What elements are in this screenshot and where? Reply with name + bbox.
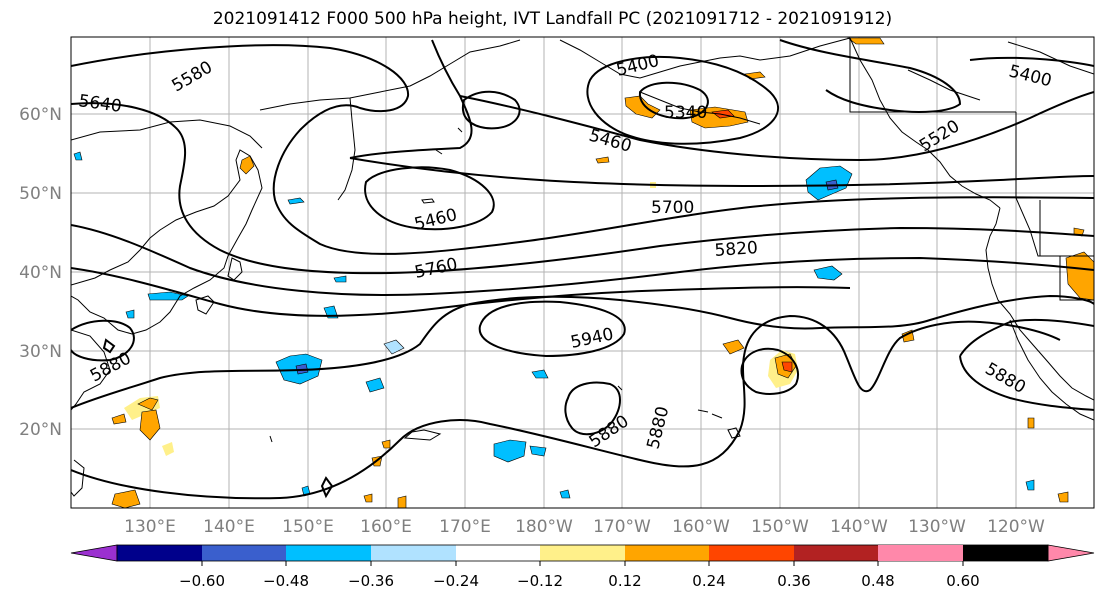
colorbar-segment — [963, 545, 1048, 561]
colorbar-segment — [540, 545, 625, 561]
contour-label: 5820 — [714, 238, 759, 261]
colorbar-segment — [878, 545, 963, 561]
colorbar-extend-right — [1047, 544, 1095, 562]
longitude-labels: 130°E 140°E 150°E 160°E 170°E 180°W 170°… — [124, 517, 1045, 537]
lat-label: 40°N — [19, 263, 62, 283]
lon-label: 140°W — [830, 517, 888, 537]
colorbar-segment — [456, 545, 540, 561]
colorbar-label: 0.36 — [777, 572, 810, 590]
height-contours — [71, 39, 1094, 500]
lon-label: 130°W — [908, 517, 966, 537]
lat-label: 60°N — [19, 105, 62, 125]
lon-label: 140°E — [203, 517, 255, 537]
ivt-negative-patches — [73, 151, 1035, 499]
lon-label: 150°W — [751, 517, 809, 537]
colorbar-segment — [625, 545, 709, 561]
coastlines — [71, 37, 1094, 497]
colorbar-segment — [286, 545, 371, 561]
colorbar-segment — [371, 545, 456, 561]
lon-label: 160°W — [672, 517, 730, 537]
colorbar-label: 0.48 — [861, 572, 894, 590]
lon-label: 120°W — [987, 517, 1045, 537]
lat-label: 50°N — [19, 184, 62, 204]
lat-label: 20°N — [19, 420, 62, 440]
colorbar-extend-left — [70, 544, 118, 562]
map-title: 2021091412 F000 500 hPa height, IVT Land… — [212, 9, 893, 29]
colorbar-label: −0.60 — [179, 572, 225, 590]
lon-label: 150°E — [282, 517, 334, 537]
colorbar-label: 0.12 — [608, 572, 641, 590]
map-frame — [70, 36, 1095, 509]
contour-label: 5340 — [664, 103, 707, 123]
colorbar-ticks — [201, 561, 964, 566]
lat-label: 30°N — [19, 342, 62, 362]
ivt-positive-patches — [111, 37, 1094, 508]
contour-label: 5700 — [651, 198, 694, 218]
colorbar-segment — [117, 545, 202, 561]
colorbar — [70, 544, 1095, 562]
colorbar-label: −0.24 — [433, 572, 479, 590]
lon-label: 130°E — [124, 517, 176, 537]
colorbar-label: −0.12 — [517, 572, 563, 590]
latitude-labels: 60°N 50°N 40°N 30°N 20°N — [19, 105, 62, 440]
colorbar-labels: −0.60 −0.48 −0.36 −0.24 −0.12 0.12 0.24 … — [179, 572, 980, 590]
colorbar-segment — [709, 545, 794, 561]
islands — [102, 127, 741, 499]
colorbar-label: 0.24 — [692, 572, 725, 590]
colorbar-label: −0.36 — [348, 572, 394, 590]
lon-label: 180°W — [515, 517, 573, 537]
map-gridlines — [71, 37, 1094, 508]
lon-label: 170°E — [439, 517, 491, 537]
colorbar-label: 0.60 — [946, 572, 979, 590]
lon-label: 160°E — [360, 517, 412, 537]
colorbar-label: −0.48 — [263, 572, 309, 590]
colorbar-segment — [202, 545, 286, 561]
colorbar-segment — [794, 545, 878, 561]
lon-label: 170°W — [593, 517, 651, 537]
